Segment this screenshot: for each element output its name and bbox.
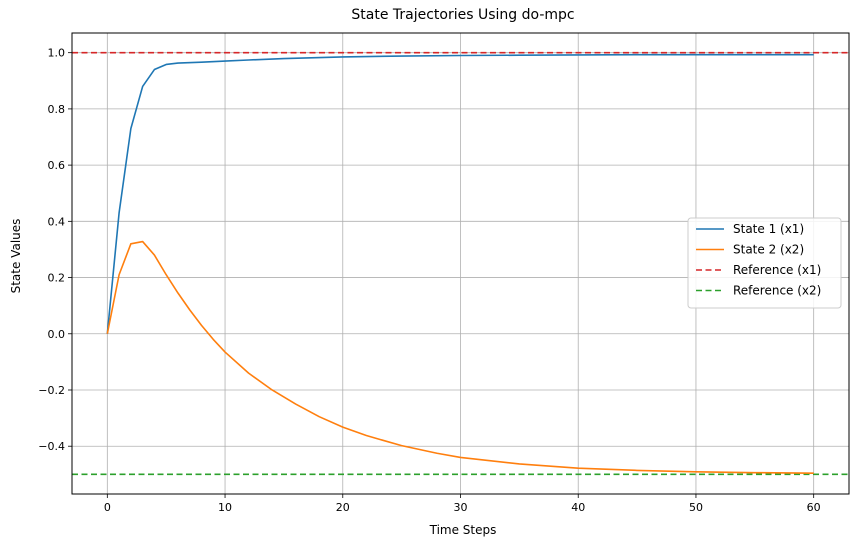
x-tick-label: 60	[807, 501, 821, 514]
x-tick-label: 0	[104, 501, 111, 514]
legend: State 1 (x1) State 2 (x2) Reference (x1) Re…	[687, 217, 842, 309]
chart-title: State Trajectories Using do-mpc	[351, 7, 574, 23]
y-tick-label: 0.8	[48, 103, 66, 116]
reference-lines	[72, 51, 849, 476]
y-tick-label: −0.4	[38, 440, 65, 453]
y-tick-label: −0.2	[38, 384, 65, 397]
x-tick-label: 40	[571, 501, 585, 514]
x-tick-label: 10	[218, 501, 232, 514]
x-axis-label: Time Steps	[429, 523, 497, 537]
legend-label: Reference (x2)	[733, 284, 821, 298]
y-tick-label: 0.4	[48, 215, 66, 228]
axis-ticks: 0 10 20 30 40 50 60 −0.4 −0.2 0.0 0.2 0.4 0.6 0.8 1.0	[38, 47, 820, 514]
y-tick-label: 1.0	[48, 47, 66, 60]
series-line-2	[106, 240, 814, 474]
legend-label: State 2 (x2)	[733, 243, 804, 257]
y-tick-label: 0.2	[48, 272, 66, 285]
y-tick-label: 0.0	[48, 328, 66, 341]
y-tick-label: 0.6	[48, 159, 66, 172]
series-line-1	[106, 53, 814, 334]
legend-label: Reference (x1)	[733, 263, 821, 277]
x-tick-label: 30	[454, 501, 468, 514]
x-tick-label: 20	[336, 501, 350, 514]
data-series	[106, 53, 814, 474]
x-tick-label: 50	[689, 501, 703, 514]
legend-box	[687, 217, 842, 309]
legend-label: State 1 (x1)	[733, 222, 804, 236]
y-axis-label: State Values	[9, 219, 23, 294]
